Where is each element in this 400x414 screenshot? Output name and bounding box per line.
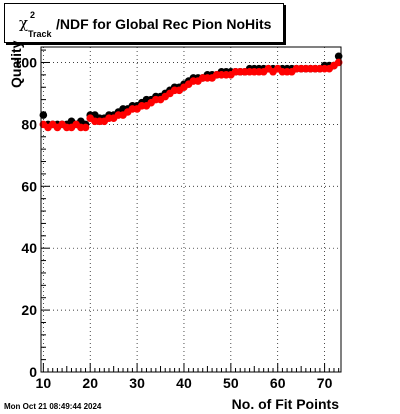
plot-frame [40, 46, 342, 373]
y-tick-label: 60 [21, 178, 37, 194]
chart-title-box: χ 2 Track /NDF for Global Rec Pion NoHit… [4, 3, 284, 43]
x-tick-label: 60 [270, 375, 286, 391]
chart-title: /NDF for Global Rec Pion NoHits [56, 16, 272, 32]
title-superscript: 2 [30, 10, 36, 20]
x-tick-label: 20 [82, 375, 98, 391]
x-axis-label: No. of Fit Points [231, 396, 339, 412]
title-subscript: Track [28, 29, 52, 39]
date-stamp: Mon Oct 21 08:49:44 2024 [4, 402, 102, 411]
y-tick-label: 0 [29, 364, 37, 380]
y-tick-label: 100 [14, 54, 38, 70]
data-points [39, 52, 343, 132]
x-tick-label: 30 [129, 375, 145, 391]
x-tick-label: 10 [36, 375, 52, 391]
y-axis-label: Quality [8, 40, 24, 88]
data-point [81, 123, 90, 132]
title-chi-symbol: χ [19, 14, 29, 32]
x-tick-label: 50 [223, 375, 239, 391]
y-tick-label: 20 [21, 302, 37, 318]
tick-labels: 10 20 30 40 50 60 70 0 20 40 60 80 100 [14, 54, 333, 391]
x-tick-label: 40 [176, 375, 192, 391]
x-tick-label: 70 [317, 375, 333, 391]
series-1 [39, 58, 343, 132]
grid-lines [41, 47, 341, 373]
y-tick-label: 40 [21, 240, 37, 256]
y-tick-label: 80 [21, 116, 37, 132]
axis-ticks [41, 49, 340, 373]
series-0 [39, 52, 343, 129]
